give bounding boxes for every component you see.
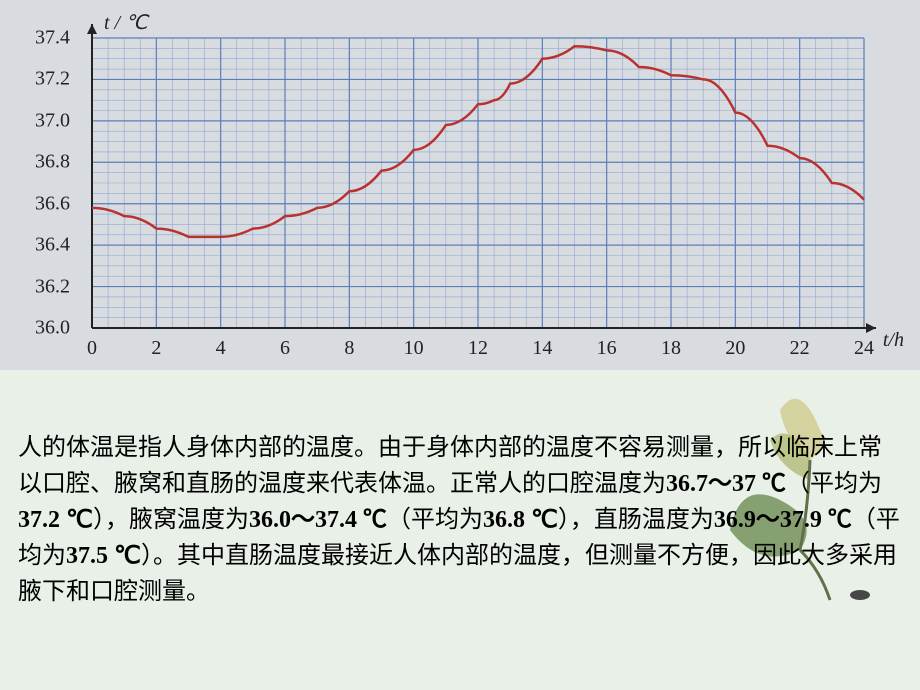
chart-area: t / ℃ t/h 36.036.236.436.636.837.037.237… <box>12 8 908 362</box>
temp-value: 36.7～37 ℃ <box>666 471 786 497</box>
text-seg: （平均为 <box>786 471 882 497</box>
y-tick-label: 37.4 <box>16 27 70 50</box>
description-text: 人的体温是指人身体内部的温度。由于身体内部的温度不容易测量，所以临床上常以口腔、… <box>18 430 902 610</box>
y-tick-label: 37.2 <box>16 68 70 91</box>
x-tick-label: 14 <box>532 337 552 360</box>
x-tick-label: 8 <box>344 337 354 360</box>
chart-svg <box>74 18 884 348</box>
text-seg: ），直肠温度为 <box>558 507 714 533</box>
x-tick-label: 12 <box>468 337 488 360</box>
temp-value: 36.0～37.4 ℃ <box>249 507 387 533</box>
x-tick-label: 22 <box>790 337 810 360</box>
y-tick-label: 36.4 <box>16 234 70 257</box>
x-tick-label: 24 <box>854 337 874 360</box>
y-tick-label: 36.0 <box>16 317 70 340</box>
x-tick-label: 10 <box>404 337 424 360</box>
y-tick-label: 36.8 <box>16 151 70 174</box>
text-seg: （平均为 <box>387 507 483 533</box>
x-tick-label: 16 <box>597 337 617 360</box>
x-tick-label: 0 <box>87 337 97 360</box>
temp-value: 37.5 ℃ <box>66 543 141 569</box>
x-tick-label: 6 <box>280 337 290 360</box>
y-tick-label: 37.0 <box>16 109 70 132</box>
x-tick-label: 20 <box>725 337 745 360</box>
y-tick-label: 36.2 <box>16 275 70 298</box>
temp-value: 37.2 ℃ <box>18 507 93 533</box>
y-tick-label: 36.6 <box>16 192 70 215</box>
x-axis-label: t/h <box>883 329 904 352</box>
temp-value: 36.8 ℃ <box>483 507 558 533</box>
temp-value: 36.9～37.9 ℃ <box>714 507 852 533</box>
x-tick-label: 2 <box>151 337 161 360</box>
text-seg: ），腋窝温度为 <box>93 507 249 533</box>
x-tick-label: 4 <box>216 337 226 360</box>
temperature-chart: t / ℃ t/h 36.036.236.436.636.837.037.237… <box>0 0 920 370</box>
text-seg: ）。其中直肠温度最接近人体内部的温度，但测量不方便，因此大多采用腋下和口腔测量。 <box>18 543 897 605</box>
x-tick-label: 18 <box>661 337 681 360</box>
